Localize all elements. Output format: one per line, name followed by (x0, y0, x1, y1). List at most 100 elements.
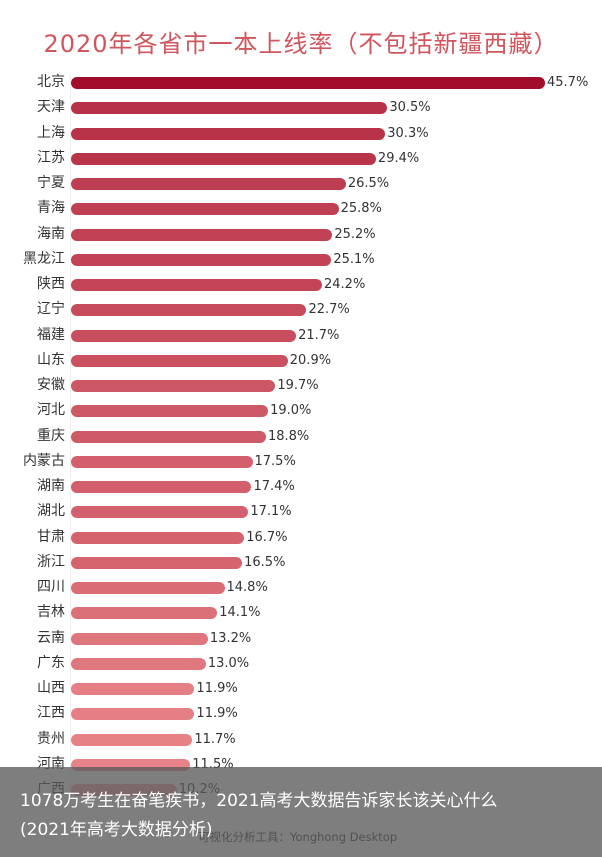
bar-row: 黑龙江 25.1% (0, 247, 602, 272)
bar-row: 山东 20.9% (0, 348, 602, 373)
value-label: 17.5% (254, 453, 296, 469)
bar-row: 甘肃 16.7% (0, 525, 602, 550)
bar[interactable] (71, 430, 266, 443)
bar[interactable] (71, 531, 245, 544)
bar[interactable] (71, 102, 388, 115)
value-label: 25.1% (333, 251, 375, 267)
bar[interactable] (71, 203, 339, 216)
bar[interactable] (71, 152, 376, 165)
bar[interactable] (71, 228, 333, 241)
category-label: 北京 (37, 74, 65, 90)
caption-text[interactable]: 1078万考生在奋笔疾书，2021高考大数据告诉家长该关心什么(2021年高考大… (20, 791, 498, 840)
value-label: 13.2% (209, 630, 252, 646)
value-label: 17.4% (253, 479, 295, 494)
category-label: 广东 (37, 654, 65, 671)
bar[interactable] (71, 178, 346, 190)
bar-row: 辽宁 22.7% (0, 297, 602, 322)
bar-row: 陕西 24.2% (0, 272, 602, 297)
bar[interactable] (71, 380, 276, 392)
value-label: 16.5% (244, 554, 286, 570)
value-label: 19.7% (277, 378, 319, 393)
bar[interactable] (71, 506, 249, 519)
bar-row: 安徽 19.7% (0, 373, 602, 398)
bar[interactable] (71, 455, 253, 468)
bar[interactable] (71, 632, 208, 645)
bar[interactable] (71, 556, 243, 569)
value-label: 24.2% (324, 277, 366, 292)
bar[interactable] (71, 279, 322, 291)
bar-row: 内蒙古 17.5% (0, 449, 602, 474)
category-label: 山西 (37, 680, 65, 696)
bar[interactable] (71, 304, 307, 317)
category-label: 湖南 (37, 478, 65, 494)
value-label: 20.9% (289, 352, 332, 368)
bar-row: 天津 30.5% (0, 95, 602, 120)
bar-row: 宁夏 26.5% (0, 171, 602, 196)
bar-row: 福建 21.7% (0, 323, 602, 348)
bar-row: 重庆 18.8% (0, 424, 602, 449)
value-label: 45.7% (547, 75, 589, 90)
category-label: 湖北 (37, 503, 65, 520)
bar-row: 吉林 14.1% (0, 600, 602, 625)
value-label: 25.2% (334, 226, 376, 242)
bar-row: 北京 45.7% (0, 70, 602, 95)
category-label: 福建 (37, 326, 65, 343)
bar[interactable] (71, 354, 288, 367)
bar[interactable] (71, 77, 545, 89)
value-label: 30.3% (387, 125, 429, 141)
bar-row: 山西 11.9% (0, 676, 602, 701)
value-label: 25.8% (340, 201, 382, 217)
bar[interactable] (71, 607, 218, 620)
bar-row: 河北 19.0% (0, 398, 602, 423)
category-label: 江西 (37, 705, 65, 722)
value-label: 13.0% (207, 655, 250, 671)
bar[interactable] (71, 683, 195, 695)
value-label: 21.7% (298, 327, 340, 343)
category-label: 青海 (37, 200, 65, 217)
value-label: 14.8% (226, 580, 268, 595)
value-label: 29.4% (377, 150, 420, 166)
value-label: 11.9% (196, 681, 238, 696)
value-label: 22.7% (308, 302, 350, 318)
bar[interactable] (71, 253, 332, 266)
category-label: 陕西 (37, 276, 65, 292)
value-label: 11.9% (196, 706, 238, 722)
bar[interactable] (71, 127, 386, 140)
bar[interactable] (71, 733, 193, 746)
bar[interactable] (71, 481, 252, 493)
category-label: 安徽 (37, 377, 65, 393)
bar-chart: 北京 45.7% 天津 30.5% 上海 30.3% 江苏 29.4% 宁夏 26.5% 青海 25.… (0, 70, 602, 830)
category-label: 四川 (37, 579, 65, 595)
chart-title: 2020年各省市一本上线率（不包括新疆西藏） (43, 30, 559, 58)
category-label: 浙江 (37, 553, 65, 570)
caption-overlay (0, 767, 602, 857)
bar[interactable] (71, 329, 297, 342)
bar-row: 青海 25.8% (0, 196, 602, 221)
value-label: 14.1% (219, 605, 261, 621)
category-label: 山东 (37, 351, 65, 368)
category-label: 云南 (37, 629, 65, 646)
category-label: 上海 (37, 124, 65, 141)
bar[interactable] (71, 582, 225, 594)
bar-row: 云南 13.2% (0, 626, 602, 651)
category-label: 河北 (37, 402, 65, 419)
bar-row: 四川 14.8% (0, 575, 602, 600)
category-label: 贵州 (37, 730, 65, 747)
value-label: 17.1% (250, 504, 292, 520)
category-label: 海南 (37, 225, 65, 242)
category-label: 辽宁 (37, 301, 65, 318)
bar[interactable] (71, 708, 195, 721)
bar-row: 广东 13.0% (0, 651, 602, 676)
category-label: 天津 (37, 99, 65, 116)
bar-row: 江苏 29.4% (0, 146, 602, 171)
bar-row: 江西 11.9% (0, 701, 602, 726)
category-label: 吉林 (37, 604, 65, 621)
value-label: 30.5% (389, 100, 431, 116)
value-label: 19.0% (270, 403, 312, 419)
bar-row: 浙江 16.5% (0, 550, 602, 575)
value-label: 16.7% (246, 529, 288, 545)
category-label: 甘肃 (37, 528, 65, 545)
bar[interactable] (71, 405, 269, 418)
bar[interactable] (71, 657, 206, 670)
bar-row: 湖南 17.4% (0, 474, 602, 499)
